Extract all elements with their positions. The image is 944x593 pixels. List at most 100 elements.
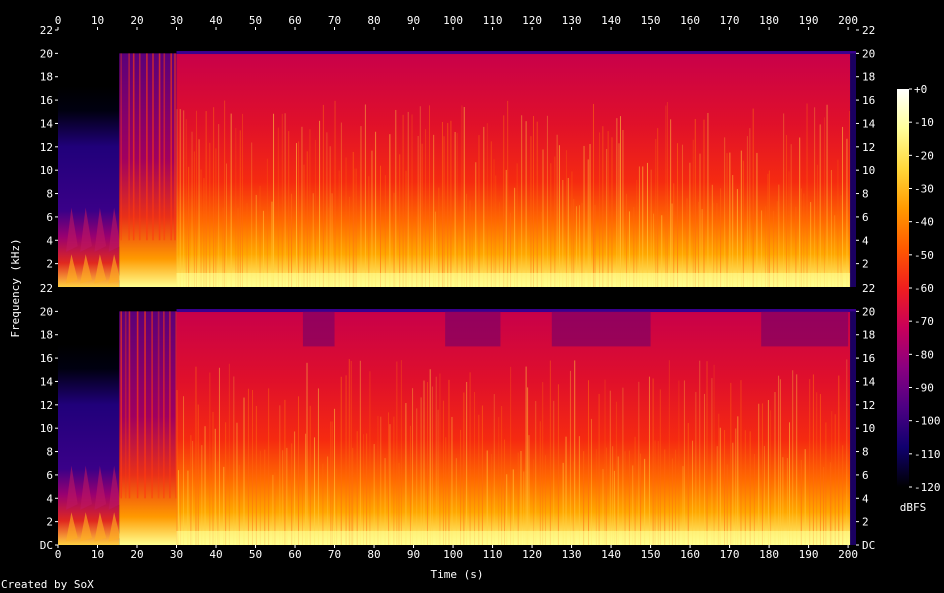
texture-streak xyxy=(633,206,635,287)
texture-streak xyxy=(516,163,518,287)
region-main xyxy=(176,311,857,545)
texture-streak xyxy=(411,114,413,287)
texture-streak xyxy=(420,397,422,545)
y-tick-label-left: 2 xyxy=(46,516,53,529)
texture-streak xyxy=(533,459,535,545)
texture-streak xyxy=(475,162,477,287)
region-onset xyxy=(119,311,177,545)
texture-streak xyxy=(222,207,224,287)
texture-streak xyxy=(238,465,240,545)
texture-streak xyxy=(183,396,185,545)
texture-streak xyxy=(812,374,814,545)
texture-streak xyxy=(486,123,488,287)
texture-streak xyxy=(583,145,585,287)
texture-streak xyxy=(239,130,241,287)
x-tick-label-bottom: 200 xyxy=(838,548,858,561)
onset-transient xyxy=(157,311,160,499)
texture-streak xyxy=(823,466,825,545)
texture-streak xyxy=(355,168,357,287)
texture-streak xyxy=(659,389,661,545)
plot-panels xyxy=(58,30,857,545)
texture-streak xyxy=(753,453,755,545)
texture-streak xyxy=(493,159,495,287)
texture-streak xyxy=(675,449,677,545)
texture-streak xyxy=(792,370,794,545)
texture-streak xyxy=(520,450,522,545)
intro-swell xyxy=(94,207,107,252)
y-tick-label-left: 8 xyxy=(46,446,53,459)
texture-streak xyxy=(575,206,577,287)
texture-streak xyxy=(405,170,407,287)
y-tick-label-right: 14 xyxy=(862,375,876,388)
texture-streak xyxy=(203,178,205,287)
texture-streak xyxy=(790,144,792,287)
texture-streak xyxy=(648,376,650,545)
texture-streak xyxy=(322,104,324,287)
texture-streak xyxy=(698,201,700,287)
texture-streak xyxy=(412,388,414,545)
texture-streak xyxy=(201,445,203,545)
texture-streak xyxy=(816,164,818,287)
texture-streak xyxy=(594,204,596,287)
texture-streak xyxy=(699,360,701,545)
texture-streak xyxy=(716,446,718,545)
texture-streak xyxy=(795,206,797,287)
x-axis-top: 0 10 20 30 40 50 60 70 80 90 100 110 120 130 140 150 160… xyxy=(55,14,858,30)
texture-streak xyxy=(319,120,321,288)
texture-streak xyxy=(666,102,668,288)
texture-streak xyxy=(273,113,275,287)
texture-streak xyxy=(384,175,386,287)
texture-streak xyxy=(350,360,352,545)
texture-streak xyxy=(176,390,178,545)
texture-streak xyxy=(491,453,493,545)
texture-streak xyxy=(345,375,347,545)
texture-streak xyxy=(340,376,342,545)
x-tick-label-bottom: 140 xyxy=(601,548,621,561)
onset-transient xyxy=(152,53,154,241)
texture-streak xyxy=(416,216,418,287)
intro-swell xyxy=(80,254,92,284)
texture-streak xyxy=(474,391,476,545)
texture-streak xyxy=(224,100,226,288)
intro-swell xyxy=(94,254,107,284)
texture-streak xyxy=(448,379,450,545)
texture-streak xyxy=(799,137,801,287)
texture-streak xyxy=(493,394,495,545)
texture-streak xyxy=(615,401,617,545)
x-tick-label-bottom: 150 xyxy=(641,548,661,561)
texture-streak xyxy=(469,372,471,545)
texture-streak xyxy=(364,104,366,287)
texture-streak xyxy=(445,437,447,545)
texture-streak xyxy=(498,417,500,545)
texture-streak xyxy=(796,374,798,545)
texture-streak xyxy=(438,187,440,287)
texture-streak xyxy=(373,443,375,545)
texture-streak xyxy=(389,424,391,545)
y-tick-label-left: 18 xyxy=(40,329,53,342)
texture-streak xyxy=(388,412,390,545)
colorbar-tick-label: -40 xyxy=(914,216,934,229)
texture-streak xyxy=(809,379,811,545)
texture-streak xyxy=(326,132,328,287)
texture-streak xyxy=(209,142,211,287)
texture-streak xyxy=(583,451,585,545)
tail-fade xyxy=(850,53,856,288)
x-tick-label-top: 10 xyxy=(91,14,104,27)
texture-streak xyxy=(846,138,848,287)
onset-transient xyxy=(124,311,127,499)
x-tick-label-bottom: 50 xyxy=(249,548,262,561)
texture-streak xyxy=(498,202,500,287)
texture-streak xyxy=(612,446,614,545)
texture-streak xyxy=(706,361,708,545)
colorbar-tick-label: -90 xyxy=(914,382,934,395)
texture-streak xyxy=(185,119,187,287)
texture-streak xyxy=(695,391,697,545)
intro-swell xyxy=(80,512,92,542)
texture-streak xyxy=(433,134,435,287)
texture-streak xyxy=(314,437,316,545)
texture-streak xyxy=(416,408,418,545)
texture-streak xyxy=(819,124,821,287)
texture-streak xyxy=(510,366,512,545)
texture-streak xyxy=(602,126,604,287)
texture-streak xyxy=(417,135,419,287)
